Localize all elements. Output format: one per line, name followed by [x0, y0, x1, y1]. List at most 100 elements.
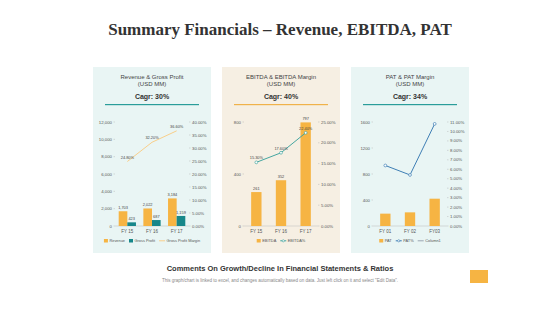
- line-marker: [304, 131, 307, 134]
- data-label: 2,022: [143, 202, 153, 207]
- title-underline: [234, 104, 328, 105]
- y-tick-label: 4,000: [101, 189, 112, 194]
- y2-tick-label: 8.00%: [450, 148, 462, 153]
- y2-tick: [318, 163, 320, 164]
- y2-tick: [447, 159, 449, 160]
- y2-tick: [447, 140, 449, 141]
- y2-tick: [189, 174, 191, 175]
- chart-title-line: (USD MM): [267, 81, 295, 87]
- chart-panel: Revenue & Gross Profit(USD MM)Cagr: 30%0…: [93, 67, 211, 253]
- bar: [380, 214, 390, 226]
- bar: [251, 192, 261, 226]
- y2-tick: [447, 207, 449, 208]
- y2-tick-label: 11.00%: [450, 120, 464, 125]
- line-marker: [280, 151, 283, 154]
- plot-marks: [119, 131, 186, 226]
- bar: [119, 211, 128, 226]
- y2-tick-label: 5.00%: [192, 211, 204, 216]
- y-tick-label: 0: [368, 224, 371, 229]
- legend-label: Gross Profit Margin: [167, 238, 201, 243]
- y-tick-label: 800: [363, 172, 371, 177]
- y-tick-label: 400: [363, 198, 371, 203]
- legend: EBITDAEBITDA%: [257, 238, 306, 243]
- page-title: Summary Financials – Revenue, EBITDA, PA…: [108, 20, 452, 39]
- legend-label: EBITDA%: [288, 238, 306, 243]
- y2-tick-label: 2.00%: [450, 205, 462, 210]
- y-tick: [114, 174, 116, 175]
- bar: [300, 122, 310, 226]
- x-tick-label: FY 02: [404, 229, 416, 234]
- y-tick: [372, 226, 374, 227]
- y2-tick: [447, 197, 449, 198]
- y-tick-label: 0: [110, 224, 113, 229]
- legend-swatch: [257, 239, 261, 243]
- data-label: 15.30%: [250, 155, 264, 160]
- chart-title: PAT & PAT Margin(USD MM): [386, 74, 435, 87]
- y-tick: [243, 226, 245, 227]
- y2-tick-label: 6.00%: [450, 167, 462, 172]
- title-underline: [363, 104, 457, 105]
- y2-tick-label: 20.00%: [192, 172, 207, 177]
- legend-label: Gross Profit: [135, 238, 156, 243]
- legend: PATPAT%Column1: [379, 238, 441, 243]
- y-tick-label: 6,000: [101, 172, 112, 177]
- legend-label: PAT: [385, 238, 393, 243]
- y-tick-label: 1600: [360, 120, 370, 125]
- y2-tick-label: 10.00%: [321, 182, 336, 187]
- x-tick-label: FY 16: [275, 229, 287, 234]
- chart-title-line: (USD MM): [396, 81, 424, 87]
- page: Summary Financials – Revenue, EBITDA, PA…: [0, 0, 560, 315]
- data-label: 687: [153, 214, 160, 219]
- y2-tick: [318, 205, 320, 206]
- chart-panel: EBITDA & EBITDA Margin(USD MM)Cagr: 40%0…: [222, 67, 340, 253]
- x-tick-label: FY 15: [250, 229, 262, 234]
- bar: [276, 180, 286, 226]
- y-tick: [114, 208, 116, 209]
- y2-tick-label: 5.00%: [321, 203, 333, 208]
- panel-background: [222, 67, 340, 253]
- y2-tick-label: 0.00%: [321, 224, 333, 229]
- data-label: 1,703: [118, 205, 128, 210]
- y-tick-label: 10,000: [99, 137, 113, 142]
- y-tick: [372, 148, 374, 149]
- y2-tick: [447, 122, 449, 123]
- y2-tick-label: 35.00%: [192, 133, 207, 138]
- data-label: 423: [128, 216, 135, 221]
- line-marker: [433, 122, 436, 125]
- legend-swatch: [396, 240, 402, 241]
- plot-marks: [380, 122, 440, 226]
- y2-tick: [318, 226, 320, 227]
- y-tick: [243, 174, 245, 175]
- x-tick-label: FY 15: [121, 229, 133, 234]
- bar: [152, 220, 161, 226]
- data-label: 352: [278, 174, 285, 179]
- y2-tick: [447, 169, 449, 170]
- panel-background: [93, 67, 211, 253]
- data-label: 17.60%: [274, 146, 288, 151]
- plot-marks: [251, 122, 311, 226]
- chart-title: EBITDA & EBITDA Margin(USD MM): [246, 74, 316, 87]
- y2-tick-label: 0.00%: [192, 224, 204, 229]
- line-marker: [409, 174, 412, 177]
- chart-panel: PAT & PAT Margin(USD MM)Cagr: 34%0400800…: [351, 67, 469, 253]
- legend-label: Column1: [425, 238, 441, 243]
- y2-tick: [447, 150, 449, 151]
- y-tick: [114, 122, 116, 123]
- data-label: 261: [253, 186, 260, 191]
- bar: [177, 216, 186, 226]
- y2-tick-label: 3.00%: [450, 195, 462, 200]
- data-labels: 1,7032,0223,1844236871,15924.80%32.20%36…: [118, 124, 186, 221]
- comments-heading: Comments On Growth/Decline In Financial …: [167, 264, 394, 273]
- y2-tick-label: 1.00%: [450, 214, 462, 219]
- y2-tick: [189, 226, 191, 227]
- data-label: 3,184: [167, 192, 178, 197]
- legend-swatch: [159, 240, 165, 241]
- y2-tick-label: 4.00%: [450, 186, 462, 191]
- y-tick: [114, 226, 116, 227]
- bar: [429, 199, 439, 226]
- y2-tick: [189, 148, 191, 149]
- line: [127, 131, 176, 162]
- x-tick-label: FY 17: [171, 229, 183, 234]
- data-label: 36.60%: [170, 124, 184, 129]
- data-label: 22.40%: [299, 126, 313, 131]
